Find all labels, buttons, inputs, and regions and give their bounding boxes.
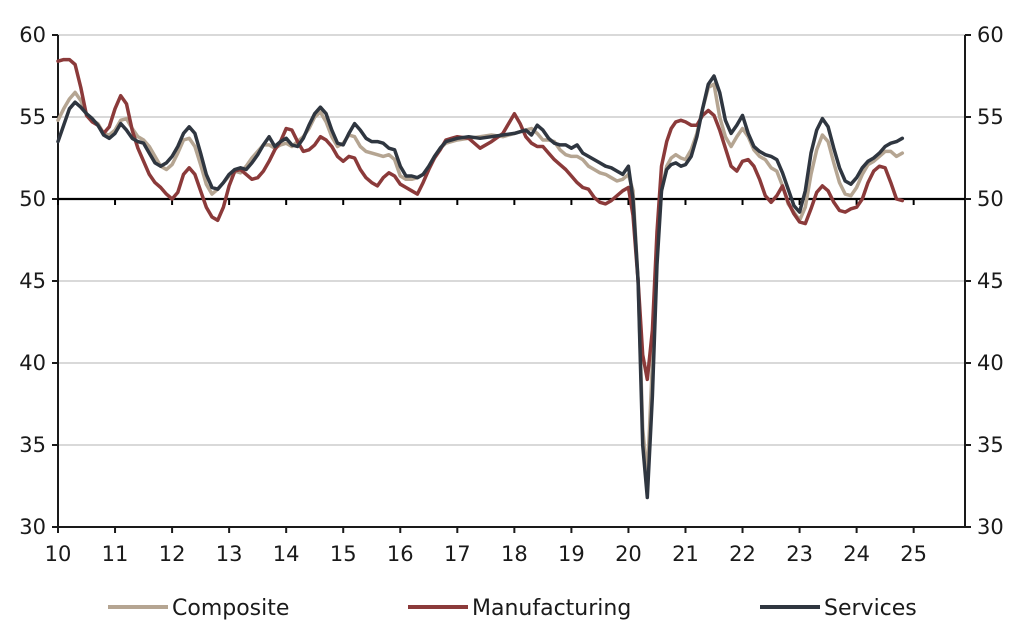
x-tick-label: 10 <box>45 542 72 566</box>
x-tick-label: 11 <box>102 542 129 566</box>
y-tick-label-right: 50 <box>977 187 1004 211</box>
y-tick-label-left: 55 <box>19 105 46 129</box>
y-tick-label-right: 60 <box>977 23 1004 47</box>
legend-label-composite: Composite <box>172 596 289 621</box>
series-line-manufacturing <box>56 57 905 382</box>
x-tick-label: 21 <box>672 542 699 566</box>
y-tick-label-right: 40 <box>977 351 1004 375</box>
legend-label-services: Services <box>824 596 917 621</box>
x-tick-label: 19 <box>558 542 585 566</box>
x-tick-label: 16 <box>387 542 414 566</box>
y-tick-label-left: 35 <box>19 433 46 457</box>
y-tick-label-left: 60 <box>19 23 46 47</box>
x-tick-label: 15 <box>330 542 357 566</box>
x-tick-label: 14 <box>273 542 300 566</box>
x-tick-label: 12 <box>159 542 186 566</box>
x-tick-label: 22 <box>729 542 756 566</box>
y-tick-label-left: 30 <box>19 515 46 539</box>
x-tick-label: 23 <box>786 542 813 566</box>
y-tick-label-right: 35 <box>977 433 1004 457</box>
series-line-services <box>56 74 905 500</box>
x-tick-label: 25 <box>900 542 927 566</box>
axes: 30 30 35 35 40 40 45 45 50 50 55 55 60 60 10 11 12 13 14 15… <box>19 23 1003 566</box>
series-lines <box>56 57 905 500</box>
x-tick-label: 18 <box>501 542 528 566</box>
y-tick-label-left: 50 <box>19 187 46 211</box>
legend-label-manufacturing: Manufacturing <box>472 596 631 621</box>
x-tick-label: 20 <box>615 542 642 566</box>
y-tick-label-right: 55 <box>977 105 1004 129</box>
y-tick-label-right: 30 <box>977 515 1004 539</box>
x-tick-label: 24 <box>843 542 870 566</box>
y-tick-label-left: 40 <box>19 351 46 375</box>
gridlines <box>58 34 965 528</box>
legend: Composite Manufacturing Services <box>108 596 917 621</box>
x-tick-label: 17 <box>444 542 471 566</box>
x-tick-label: 13 <box>216 542 243 566</box>
y-tick-label-left: 45 <box>19 269 46 293</box>
y-tick-label-right: 45 <box>977 269 1004 293</box>
